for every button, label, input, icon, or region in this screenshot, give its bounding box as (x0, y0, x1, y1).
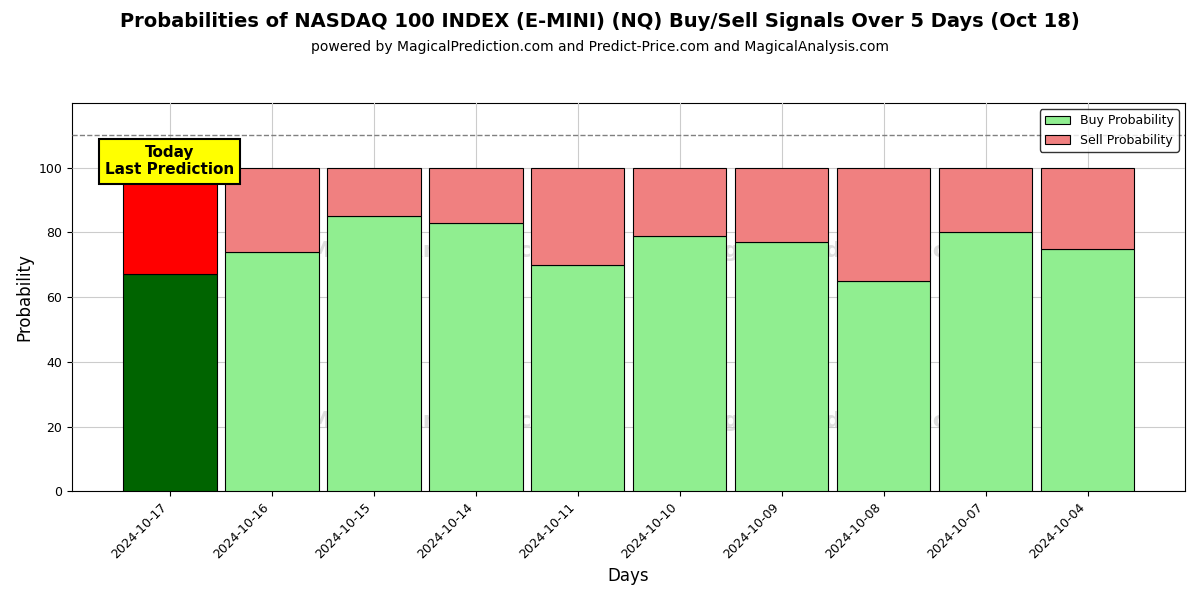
Bar (530, 168, 624, 265)
Bar (428, 168, 522, 223)
Text: powered by MagicalPrediction.com and Predict-Price.com and MagicalAnalysis.com: powered by MagicalPrediction.com and Pre… (311, 40, 889, 54)
Text: MagicalAnalysis.com: MagicalAnalysis.com (308, 241, 570, 260)
Legend: Buy Probability, Sell Probability: Buy Probability, Sell Probability (1040, 109, 1178, 152)
Text: MagicalPrediction.com: MagicalPrediction.com (686, 241, 972, 260)
Bar (1040, 248, 1134, 491)
Bar (224, 168, 318, 252)
Text: Probabilities of NASDAQ 100 INDEX (E-MINI) (NQ) Buy/Sell Signals Over 5 Days (Oc: Probabilities of NASDAQ 100 INDEX (E-MIN… (120, 12, 1080, 31)
Bar (122, 274, 216, 491)
Bar (836, 168, 930, 281)
Text: MagicalAnalysis.com: MagicalAnalysis.com (308, 412, 570, 431)
Bar (1040, 168, 1134, 248)
Bar (122, 168, 216, 274)
Bar (938, 232, 1032, 491)
Bar (734, 168, 828, 242)
Bar (632, 168, 726, 236)
Y-axis label: Probability: Probability (16, 253, 34, 341)
Bar (326, 216, 420, 491)
Bar (530, 265, 624, 491)
Bar (938, 168, 1032, 232)
Bar (836, 281, 930, 491)
Bar (632, 236, 726, 491)
Text: MagicalPrediction.com: MagicalPrediction.com (686, 412, 972, 431)
Bar (326, 168, 420, 216)
Bar (428, 223, 522, 491)
Text: Today
Last Prediction: Today Last Prediction (106, 145, 234, 178)
Bar (734, 242, 828, 491)
Bar (224, 252, 318, 491)
X-axis label: Days: Days (607, 567, 649, 585)
